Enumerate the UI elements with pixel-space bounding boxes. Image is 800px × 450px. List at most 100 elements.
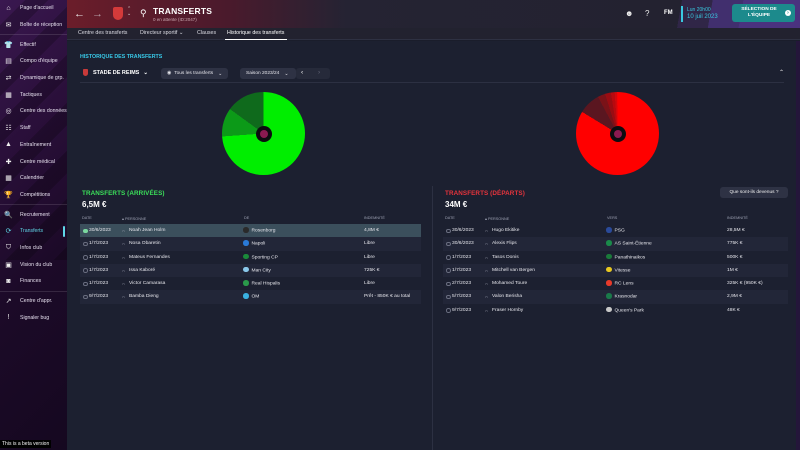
help-icon[interactable]: ? (645, 9, 650, 18)
sidebar-item-group-dynamics[interactable]: ⇄ Dynamique de grp. (0, 70, 67, 87)
row-club[interactable]: Sporting CP (243, 253, 278, 260)
col-date[interactable]: DATE (445, 216, 455, 220)
row-person[interactable]: Fraser Hornby (492, 307, 524, 313)
sidebar-item-bug-report[interactable]: ! Signaler bug (0, 309, 67, 326)
team-selection-button[interactable]: SÉLECTION DE L'ÉQUIPE › (732, 4, 795, 22)
col-to[interactable]: VERS (607, 216, 618, 220)
row-club[interactable]: Queen's Park (606, 306, 644, 313)
row-person[interactable]: Valon Berisha (492, 294, 523, 300)
row-select-radio[interactable] (83, 228, 88, 233)
sidebar-item-medical[interactable]: ✚ Centre médical (0, 153, 67, 170)
row-person[interactable]: Alexis Flips (492, 241, 517, 247)
sidebar-item-home[interactable]: ⌂ Page d'accueil (0, 0, 67, 17)
tab-transfer-centre[interactable]: Centre des transferts (78, 30, 128, 36)
col-person[interactable]: ▴ PERSONNE (485, 217, 510, 221)
table-row[interactable]: 30/6/2023 ∩ Hugo Ekitike PSG 28,5M € (443, 224, 788, 237)
club-crest-icon[interactable] (113, 7, 123, 20)
row-select-radio[interactable] (446, 308, 451, 313)
club-selector[interactable]: STADE DE REIMS ⌄ (83, 69, 148, 76)
row-person[interactable]: Mohamed Toure (492, 281, 528, 287)
row-person[interactable]: Bamba Dieng (129, 294, 159, 300)
sidebar-item-club-vision[interactable]: ▣ Vision du club (0, 256, 67, 273)
row-club[interactable]: Napoli (243, 240, 265, 247)
collapse-icon[interactable]: ⌃ (778, 70, 784, 76)
sidebar-item-calendar[interactable]: ▦ Calendrier (0, 170, 67, 187)
sidebar-item-transfers[interactable]: ⟳ Transferts (0, 223, 67, 240)
tab-clauses[interactable]: Clauses (197, 30, 217, 36)
row-club[interactable]: Man City (243, 266, 271, 273)
row-club[interactable]: Panathinaikos (606, 253, 645, 260)
table-row[interactable]: 9/7/2023 ∩ Bamba Dieng OM Prêt - 850K € au t… (80, 290, 421, 304)
col-fee[interactable]: INDEMNITÉ (364, 216, 385, 220)
sidebar-item-tactics[interactable]: ▦ Tactiques (0, 86, 67, 103)
next-season-button[interactable]: › (318, 69, 321, 76)
back-arrow-icon[interactable]: ← (74, 8, 85, 20)
row-select-radio[interactable] (83, 255, 88, 260)
row-club[interactable]: Krasnodar (606, 293, 637, 300)
col-date[interactable]: DATE (82, 216, 92, 220)
fm-logo[interactable]: FM (664, 10, 673, 16)
tab-transfer-history[interactable]: Historique des transferts (224, 30, 288, 40)
table-row[interactable]: 1/7/2023 ∩ Victor Camarasa Real Hispalis Lib… (80, 277, 421, 290)
tab-director-of-football[interactable]: Directeur sportif ⌄ (140, 30, 184, 36)
table-row[interactable]: 1/7/2023 ∩ Nosa Obaretin Napoli Libre (80, 237, 421, 251)
row-select-radio[interactable] (83, 294, 88, 300)
sidebar-item-inbox[interactable]: ✉ Boîte de réception (0, 17, 67, 34)
table-row[interactable]: 9/7/2023 ∩ Fraser Hornby Queen's Park 48K € (443, 304, 788, 317)
row-select-radio[interactable] (446, 294, 451, 300)
table-row[interactable]: 1/7/2023 ∩ Tasos Donis Panathinaikos 500K € (443, 251, 788, 264)
row-club[interactable]: Real Hispalis (243, 280, 280, 287)
col-person[interactable]: ▴ PERSONNE (122, 217, 147, 221)
forward-arrow-icon[interactable]: → (92, 8, 103, 20)
row-select-radio[interactable] (446, 255, 451, 260)
row-person[interactable]: Noah Jean Holm (129, 228, 166, 233)
sidebar-item-staff[interactable]: ☷ Staff (0, 120, 67, 137)
row-person[interactable]: Victor Camarasa (129, 281, 166, 287)
sidebar-item-development[interactable]: ↗ Centre d'appr. (0, 293, 67, 310)
table-row[interactable]: 1/7/2023 ∩ Mitchell van Bergen Vitesse 1M € (443, 263, 788, 278)
row-select-radio[interactable] (83, 268, 88, 273)
row-select-radio[interactable] (83, 241, 88, 247)
transfer-type-dropdown[interactable]: ◉ Tous les transferts ⌄ (161, 68, 229, 79)
sidebar-item-shirt[interactable]: 👕 Effectif (0, 36, 67, 53)
sidebar-item-finances[interactable]: ◙ Finances (0, 273, 67, 290)
row-person[interactable]: Issa Kaboré (129, 267, 156, 273)
row-person[interactable]: Mitchell van Bergen (492, 267, 535, 273)
row-select-radio[interactable] (446, 281, 451, 287)
prev-season-button[interactable]: ‹ (301, 69, 304, 76)
row-select-radio[interactable] (446, 228, 451, 233)
row-club[interactable]: RC Lens (606, 280, 634, 287)
skull-icon[interactable]: ☻ (625, 9, 634, 18)
sidebar-item-club-info[interactable]: ⛉ Infos club (0, 240, 67, 257)
tactics-icon: ▦ (5, 91, 12, 99)
sidebar-item-scouting[interactable]: 🔍 Recrutement (0, 206, 67, 223)
row-person[interactable]: Tasos Donis (492, 254, 519, 260)
row-club[interactable]: PSG (606, 227, 625, 234)
table-row[interactable]: 1/7/2023 ∩ Mateus Fernandes Sporting CP Libr… (80, 251, 421, 264)
row-person[interactable]: Hugo Ekitike (492, 228, 520, 233)
sidebar-item-training[interactable]: ▲ Entraînement (0, 137, 67, 154)
table-row[interactable]: 2/7/2023 ∩ Mohamed Toure RC Lens 325K € (950… (443, 277, 788, 290)
col-from[interactable]: DE (244, 216, 250, 220)
table-row[interactable]: 30/6/2023 ∩ Noah Jean Holm Rosenborg 4,8M € (80, 224, 421, 238)
club-switch-icon[interactable]: ⌃ ⌄ (127, 6, 132, 17)
row-select-radio[interactable] (446, 268, 451, 273)
table-row[interactable]: 30/6/2023 ∩ Alexis Flips AS Saint-Étienne 77… (443, 237, 788, 251)
row-select-radio[interactable] (446, 241, 451, 247)
row-club[interactable]: OM (243, 293, 259, 300)
col-fee[interactable]: INDEMNITÉ (727, 216, 748, 220)
search-icon[interactable]: ⚲ (140, 8, 147, 18)
row-select-radio[interactable] (83, 281, 88, 287)
sidebar-item-clipboard[interactable]: ▤ Compo d'équipe (0, 53, 67, 70)
row-club[interactable]: Vitesse (606, 266, 630, 273)
table-row[interactable]: 1/7/2023 ∩ Issa Kaboré Man City 725K € (80, 263, 421, 278)
what-became-button[interactable]: Que sont-ils devenus ? (720, 187, 788, 198)
season-dropdown[interactable]: Saison 2023/24 ⌄ (240, 68, 296, 79)
row-person[interactable]: Nosa Obaretin (129, 241, 161, 247)
sidebar-item-trophy[interactable]: 🏆 Compétitions (0, 187, 67, 204)
row-person[interactable]: Mateus Fernandes (129, 254, 170, 260)
row-club[interactable]: Rosenborg (243, 227, 275, 234)
sidebar-item-data-hub[interactable]: ◎ Centre des données (0, 103, 67, 120)
table-row[interactable]: 5/7/2023 ∩ Valon Berisha Krasnodar 2,9M € (443, 290, 788, 304)
row-club[interactable]: AS Saint-Étienne (606, 240, 652, 247)
